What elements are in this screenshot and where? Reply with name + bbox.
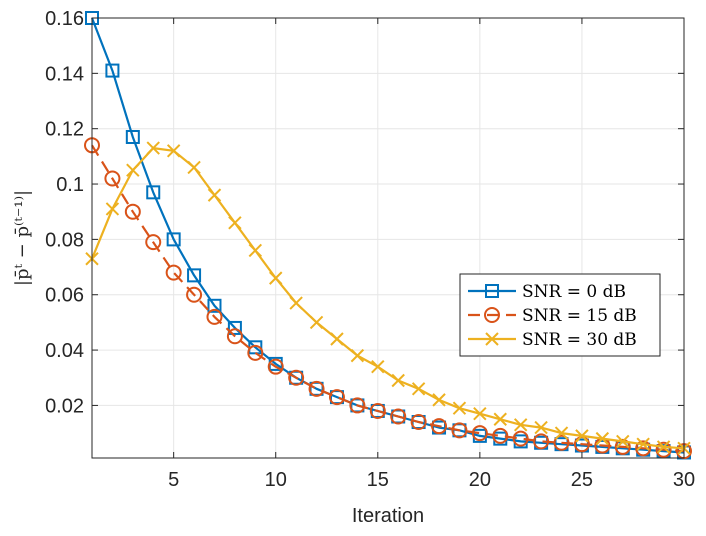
data-point: [554, 426, 569, 440]
data-point: [308, 380, 325, 397]
data-point: [350, 348, 365, 363]
data-point: [186, 286, 203, 303]
data-point: [228, 216, 242, 230]
legend-label: SNR = 15 dB: [522, 306, 637, 326]
data-point: [369, 402, 386, 419]
y-tick-label: 0.08: [45, 229, 84, 251]
plot-area-frame: [91, 17, 685, 459]
data-point: [410, 414, 427, 431]
data-point: [146, 185, 161, 200]
data-point: [534, 420, 548, 435]
data-point: [207, 298, 222, 313]
data-point: [267, 358, 284, 375]
legend-label: SNR = 0 dB: [522, 282, 626, 302]
data-point: [431, 418, 448, 435]
x-tick-label: 30: [673, 469, 695, 491]
grid: [92, 17, 685, 458]
data-point: [616, 434, 630, 449]
y-tick-label: 0.02: [45, 395, 84, 417]
data-point: [165, 264, 182, 281]
data-point: [269, 271, 283, 285]
x-tick-label: 5: [168, 469, 179, 491]
data-point: [309, 315, 324, 330]
y-tick-label: 0.06: [45, 285, 84, 307]
data-point: [328, 389, 345, 406]
data-point: [146, 141, 160, 155]
x-axis-label: Iteration: [352, 505, 424, 527]
data-point: [411, 382, 426, 396]
data-point: [288, 369, 305, 386]
legend-item: SNR = 0 dB: [468, 282, 626, 302]
data-point: [371, 359, 385, 374]
data-point: [391, 373, 405, 388]
series-3: [85, 141, 691, 456]
y-tick-label: 0.1: [56, 174, 84, 196]
data-point: [513, 418, 528, 432]
data-point: [492, 427, 509, 444]
data-point: [533, 433, 550, 450]
data-point: [207, 188, 222, 202]
data-point: [247, 344, 264, 361]
data-point: [512, 430, 529, 447]
data-point: [614, 438, 631, 455]
data-point: [187, 268, 202, 283]
data-point: [636, 437, 650, 451]
data-point: [655, 441, 672, 458]
data-point: [330, 332, 344, 346]
y-tick-label: 0.04: [45, 340, 84, 362]
data-point: [226, 328, 243, 345]
data-point: [105, 63, 120, 78]
x-tick-label: 10: [265, 469, 287, 491]
data-point: [553, 434, 570, 451]
x-tick-label: 25: [571, 469, 593, 491]
data-point: [206, 308, 223, 325]
data-point: [104, 170, 121, 187]
axis-ticks: 5 10 15 20 25 30 0.02 0.04 0.06 0.08 0.1 0.12 0.14 0.…: [45, 8, 695, 491]
y-axis-label: |p̄ᵗ − p̄⁽ᵗ⁻¹⁾|: [12, 190, 33, 286]
data-point: [145, 234, 162, 251]
legend-label: SNR = 30 dB: [522, 330, 637, 350]
series-group: [84, 11, 692, 460]
legend-marker: [484, 307, 500, 323]
x-tick-label: 20: [469, 469, 491, 491]
data-point: [187, 160, 201, 175]
data-point: [471, 425, 488, 442]
data-point: [473, 407, 487, 421]
data-point: [126, 163, 140, 177]
legend-item: SNR = 15 dB: [468, 306, 637, 326]
data-point: [166, 232, 181, 247]
data-point: [451, 422, 468, 439]
data-point: [452, 401, 467, 415]
legend-marker: [485, 284, 499, 298]
legend: SNR = 0 dB SNR = 15 dB SNR = 30 dB: [459, 273, 661, 357]
data-point: [105, 202, 120, 216]
legend-marker: [485, 332, 499, 346]
series-1: [85, 11, 691, 460]
data-point: [248, 243, 263, 258]
y-tick-label: 0.12: [45, 119, 84, 141]
x-tick-label: 15: [367, 469, 389, 491]
data-point: [575, 429, 589, 443]
data-point: [349, 397, 366, 414]
y-tick-label: 0.14: [45, 63, 84, 85]
y-tick-label: 0.16: [45, 8, 84, 30]
data-point: [432, 393, 446, 407]
data-point: [635, 440, 652, 457]
data-point: [493, 412, 507, 426]
data-point: [125, 129, 140, 144]
series-line: [90, 17, 685, 454]
data-point: [166, 144, 181, 158]
data-point: [289, 296, 303, 310]
data-point: [227, 320, 242, 335]
legend-item: SNR = 30 dB: [468, 330, 637, 350]
data-point: [124, 203, 141, 220]
data-point: [390, 408, 407, 425]
data-point: [595, 431, 610, 446]
data-point: [656, 440, 671, 454]
series-line: [91, 144, 685, 453]
